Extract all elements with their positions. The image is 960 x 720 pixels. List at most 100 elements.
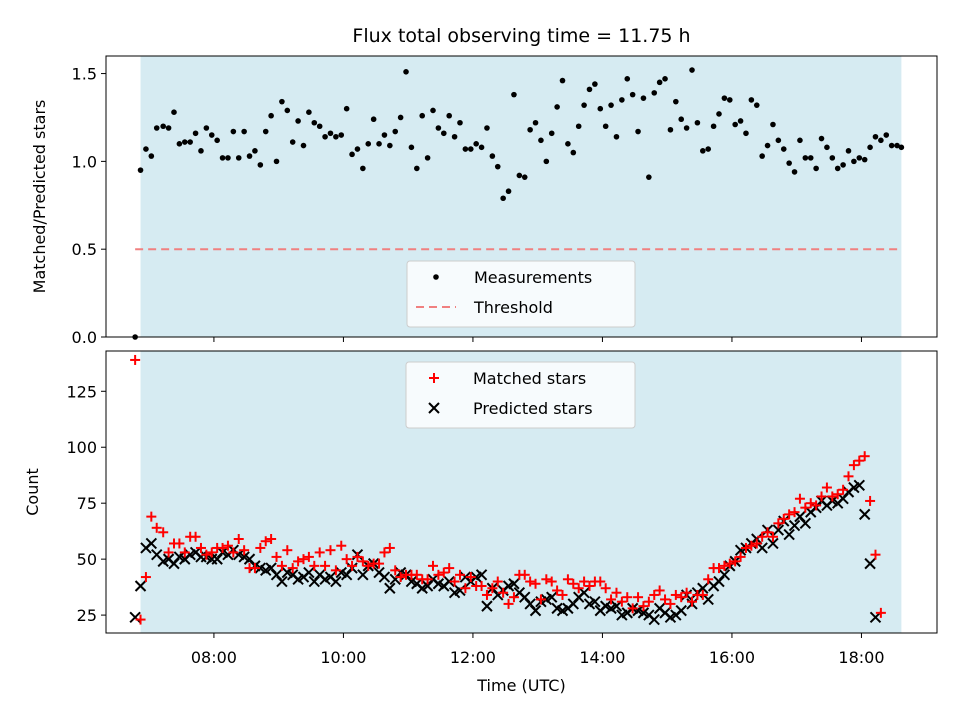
measurement-point [284, 107, 291, 114]
measurement-point [148, 153, 155, 159]
top-plot-frame [105, 55, 938, 338]
measurement-point [446, 112, 452, 119]
matched-star-point [282, 545, 293, 556]
matched-star-point [255, 542, 266, 553]
matched-star-point [465, 572, 476, 583]
measurement-point [840, 162, 846, 168]
measurement-point [834, 165, 841, 172]
measurement-point [143, 146, 149, 152]
matched-star-point [379, 547, 390, 558]
matched-star-point [428, 560, 439, 571]
matched-star-point [627, 603, 638, 614]
chart-title: Flux total observing time = 11.75 h [352, 25, 690, 47]
matched-star-point [606, 594, 617, 605]
measurement-point [737, 118, 744, 124]
matched-star-point [508, 592, 519, 603]
matched-star-point [276, 560, 287, 571]
measurement-point [262, 128, 269, 135]
matched-star-point [800, 502, 811, 513]
measurement-point [592, 81, 598, 87]
bottom-y-axis-label: Count [23, 468, 42, 516]
measurement-point [721, 95, 728, 101]
matched-star-point [519, 569, 530, 580]
legend-predicted-label: Predicted stars [473, 399, 593, 418]
measurement-point [198, 148, 204, 154]
measurement-point [710, 123, 717, 130]
bottom-plot-frame [105, 350, 938, 634]
matched-star-point [643, 596, 654, 607]
predicted-star-point [864, 557, 876, 570]
measurement-point [187, 139, 193, 145]
measurement-point [203, 125, 210, 131]
matched-star-point [600, 583, 611, 594]
measurement-point [181, 139, 188, 145]
measurement-point [451, 133, 458, 140]
measurement-point [780, 146, 787, 152]
measurement-point [613, 133, 620, 140]
matched-star-point [724, 558, 735, 569]
measurement-point [743, 130, 749, 137]
measurement-point [856, 155, 863, 161]
predicted-star-point [508, 578, 520, 590]
measurement-point [635, 128, 641, 135]
measurement-point [505, 188, 512, 195]
x-axis-label: Time (UTC) [476, 676, 565, 695]
predicted-star-point [454, 584, 466, 597]
measurement-point [581, 102, 587, 108]
measurement-point [802, 155, 809, 161]
matched-stars-points [130, 354, 886, 625]
measurement-point [392, 128, 399, 135]
predicted-star-point [648, 613, 660, 626]
measurement-point [457, 119, 463, 126]
matched-star-point [433, 569, 444, 580]
measurement-point [494, 163, 501, 170]
measurement-point [878, 137, 884, 144]
matched-star-point [562, 574, 573, 585]
measurement-point [176, 141, 183, 147]
measurement-point [424, 155, 431, 161]
legend-matched-marker [429, 373, 439, 383]
legend-threshold-label: Threshold [473, 298, 553, 317]
measurement-point [624, 76, 631, 82]
measurement-point [786, 160, 792, 166]
measurement-point [516, 172, 523, 179]
y-tick-label: 50 [77, 550, 97, 569]
y-tick-label: 1.5 [72, 65, 97, 84]
measurement-point [543, 158, 550, 165]
matched-star-point [151, 522, 162, 533]
predicted-star-point [675, 604, 687, 617]
matched-star-point [805, 498, 816, 509]
predicted-star-point [858, 508, 871, 521]
measurement-point [462, 146, 469, 152]
matched-star-point [460, 583, 471, 594]
bottom-legend: Matched stars Predicted stars [405, 361, 636, 429]
top-legend-box [406, 260, 636, 328]
matched-star-point [859, 451, 870, 462]
measurement-point [489, 153, 496, 159]
matched-star-point [568, 578, 579, 589]
predicted-star-point [869, 611, 882, 624]
measurement-point [678, 116, 685, 123]
matched-star-point [140, 572, 151, 583]
measurement-point [306, 109, 312, 115]
matched-star-point [454, 569, 465, 580]
measurement-point [521, 174, 528, 180]
measurement-point [365, 141, 372, 147]
y-tick-label: 0.0 [72, 328, 97, 347]
matched-star-point [665, 598, 676, 609]
predicted-star-point [767, 537, 779, 550]
matched-star-point [384, 542, 395, 553]
measurement-point [500, 195, 506, 202]
matched-star-point [222, 540, 233, 551]
matched-star-point [870, 549, 881, 560]
measurement-point [640, 95, 647, 101]
predicted-star-point [529, 604, 542, 617]
measurement-point [478, 144, 485, 151]
measurement-point [656, 79, 663, 86]
matched-star-point [681, 587, 692, 598]
measurement-point [726, 97, 733, 103]
measurement-point [354, 146, 361, 152]
predicted-star-point [853, 479, 866, 491]
measurement-point [824, 144, 830, 151]
measurement-point [403, 69, 409, 75]
